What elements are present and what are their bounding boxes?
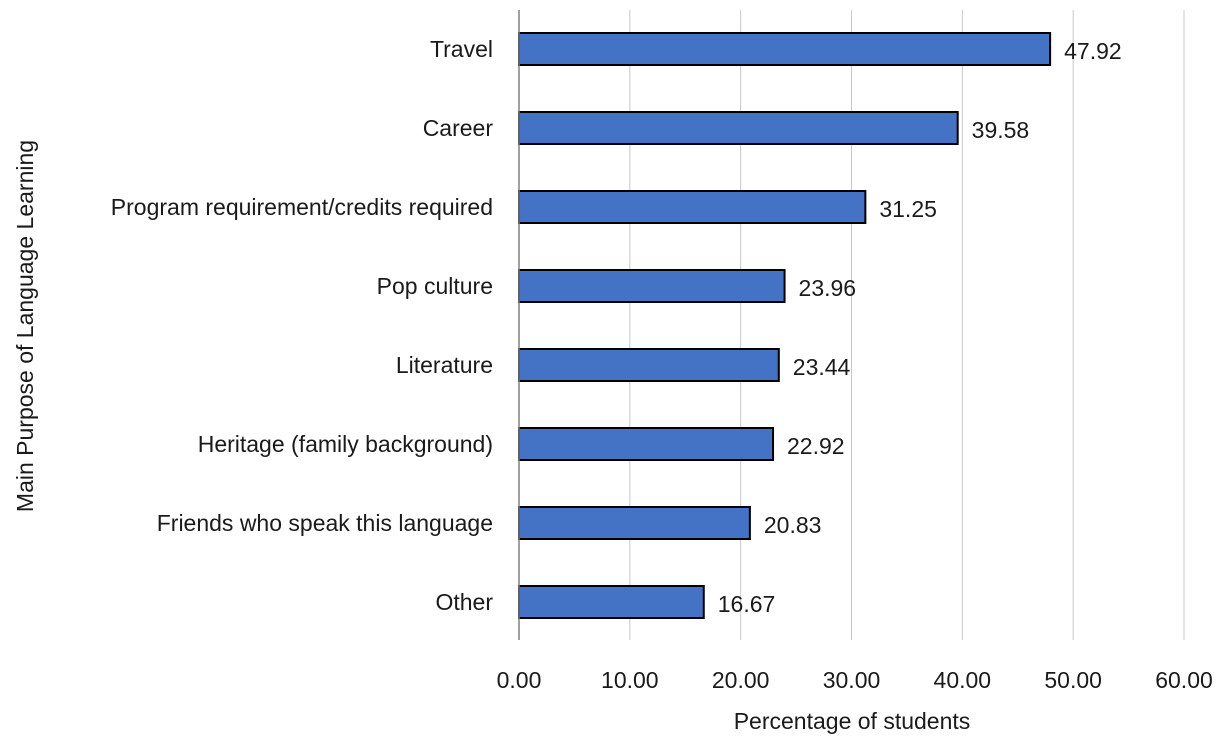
bar [518,32,1052,66]
y-axis-title: Main Purpose of Language Learning [12,140,38,512]
grid-lines [629,10,1185,640]
bar [518,348,780,382]
data-label: 22.92 [787,433,845,459]
category-label: Other [435,589,493,615]
bar [518,269,786,303]
x-tick-label: 50.00 [1044,667,1102,693]
x-tick-label: 60.00 [1155,667,1213,693]
data-label: 20.83 [764,512,822,538]
data-label: 23.96 [799,275,857,301]
category-label: Literature [396,352,493,378]
bar [518,585,705,619]
x-tick-label: 0.00 [497,667,542,693]
category-label: Program requirement/credits required [111,194,493,220]
data-label: 16.67 [718,591,776,617]
data-label: 23.44 [793,354,851,380]
category-label: Career [423,115,494,141]
data-label: 39.58 [972,117,1030,143]
x-tick-label: 40.00 [934,667,992,693]
bar [518,111,959,145]
x-axis-title: Percentage of students [734,708,971,734]
bars [518,32,1052,619]
data-label: 31.25 [879,196,937,222]
x-tick-label: 30.00 [823,667,881,693]
category-label: Travel [430,36,493,62]
x-tick-label: 10.00 [601,667,659,693]
category-label: Friends who speak this language [157,510,493,536]
bar [518,427,775,461]
labels: 0.00 10.00 20.00 30.00 40.00 50.00 60.00 Travel… [111,36,1213,693]
category-label: Pop culture [377,273,493,299]
data-label: 47.92 [1064,38,1122,64]
bar [518,190,867,224]
category-label: Heritage (family background) [198,431,493,457]
x-tick-label: 20.00 [712,667,770,693]
bar [518,506,751,540]
